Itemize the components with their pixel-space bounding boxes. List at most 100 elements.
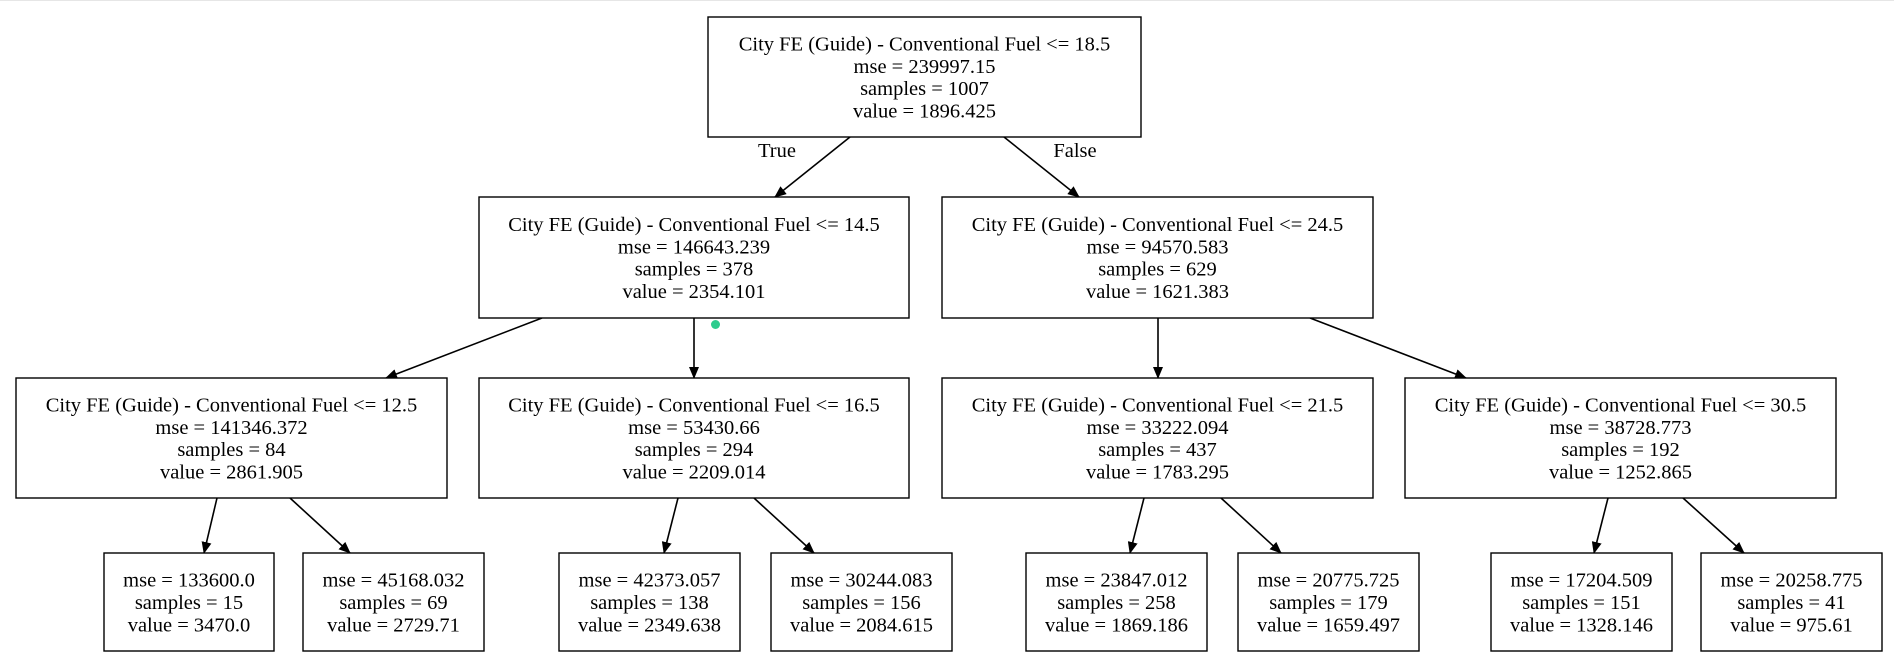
node-box bbox=[103, 552, 275, 652]
split-condition: City FE (Guide) - Conventional Fuel <= 2… bbox=[972, 214, 1344, 236]
edge-arrow-1-3 bbox=[385, 317, 543, 379]
samples-count: samples = 84 bbox=[177, 439, 285, 461]
node-box bbox=[302, 552, 485, 652]
predicted-value: value = 2729.71 bbox=[327, 614, 460, 636]
split-node-5: City FE (Guide) - Conventional Fuel <= 2… bbox=[941, 377, 1374, 499]
mse-value: mse = 53430.66 bbox=[628, 417, 760, 439]
edge-arrow-3-8 bbox=[289, 497, 351, 554]
edge-arrow-5-12 bbox=[1220, 497, 1282, 554]
predicted-value: value = 1252.865 bbox=[1549, 461, 1692, 483]
split-node-2: City FE (Guide) - Conventional Fuel <= 2… bbox=[941, 196, 1374, 319]
predicted-value: value = 1659.497 bbox=[1257, 614, 1400, 636]
edge-arrow-0-2 bbox=[1003, 136, 1080, 198]
mse-value: mse = 17204.509 bbox=[1511, 570, 1653, 592]
mse-value: mse = 23847.012 bbox=[1046, 570, 1188, 592]
edge-arrow-6-13 bbox=[1591, 497, 1609, 554]
predicted-value: value = 2354.101 bbox=[622, 281, 765, 303]
node-box bbox=[941, 377, 1374, 499]
samples-count: samples = 437 bbox=[1098, 439, 1217, 461]
edges-layer: True False bbox=[201, 136, 1745, 554]
predicted-value: value = 1621.383 bbox=[1086, 281, 1229, 303]
samples-count: samples = 192 bbox=[1561, 439, 1680, 461]
split-node-3: City FE (Guide) - Conventional Fuel <= 1… bbox=[15, 377, 448, 499]
mse-value: mse = 33222.094 bbox=[1087, 417, 1229, 439]
split-node-6: City FE (Guide) - Conventional Fuel <= 3… bbox=[1404, 377, 1837, 499]
samples-count: samples = 41 bbox=[1737, 592, 1845, 614]
samples-count: samples = 156 bbox=[802, 592, 921, 614]
predicted-value: value = 2084.615 bbox=[790, 614, 933, 636]
edge-arrow-4-9 bbox=[661, 497, 679, 554]
samples-count: samples = 69 bbox=[339, 592, 447, 614]
split-condition: City FE (Guide) - Conventional Fuel <= 3… bbox=[1435, 395, 1807, 417]
edge-arrow-2-6 bbox=[1309, 317, 1467, 379]
predicted-value: value = 2209.014 bbox=[622, 461, 765, 483]
mse-value: mse = 146643.239 bbox=[618, 236, 770, 258]
samples-count: samples = 294 bbox=[635, 439, 754, 461]
node-box bbox=[770, 552, 953, 652]
mse-value: mse = 20775.725 bbox=[1258, 570, 1400, 592]
node-box bbox=[1025, 552, 1208, 652]
split-condition: City FE (Guide) - Conventional Fuel <= 1… bbox=[46, 395, 418, 417]
mse-value: mse = 141346.372 bbox=[155, 417, 307, 439]
edge-arrow-6-14 bbox=[1682, 497, 1745, 554]
samples-count: samples = 179 bbox=[1269, 592, 1388, 614]
split-condition: City FE (Guide) - Conventional Fuel <= 2… bbox=[972, 395, 1344, 417]
mse-value: mse = 239997.15 bbox=[854, 56, 996, 78]
mse-value: mse = 42373.057 bbox=[579, 570, 721, 592]
edge-label-true: True bbox=[758, 140, 796, 162]
edge-label-false: False bbox=[1053, 140, 1096, 162]
node-box bbox=[15, 377, 448, 499]
edge-arrow-5-11 bbox=[1127, 497, 1145, 554]
mse-value: mse = 38728.773 bbox=[1550, 417, 1692, 439]
node-box bbox=[1237, 552, 1420, 652]
split-condition: City FE (Guide) - Conventional Fuel <= 1… bbox=[739, 34, 1111, 56]
samples-count: samples = 258 bbox=[1057, 592, 1176, 614]
node-box bbox=[1404, 377, 1837, 499]
split-node-1: City FE (Guide) - Conventional Fuel <= 1… bbox=[478, 196, 910, 319]
edge-arrow-0-1 bbox=[774, 136, 851, 198]
top-border bbox=[0, 0, 1894, 1]
node-box bbox=[478, 377, 910, 499]
mse-value: mse = 20258.775 bbox=[1721, 570, 1863, 592]
edge-arrow-4-10 bbox=[753, 497, 815, 554]
node-box bbox=[478, 196, 910, 319]
mse-value: mse = 133600.0 bbox=[123, 570, 255, 592]
predicted-value: value = 1896.425 bbox=[853, 100, 996, 122]
edge-arrow-3-7 bbox=[201, 497, 218, 554]
node-box bbox=[941, 196, 1374, 319]
predicted-value: value = 3470.0 bbox=[128, 614, 251, 636]
predicted-value: value = 975.61 bbox=[1730, 614, 1853, 636]
node-box bbox=[558, 552, 741, 652]
node-box bbox=[707, 16, 1142, 138]
node-box bbox=[1490, 552, 1673, 652]
samples-count: samples = 138 bbox=[590, 592, 709, 614]
split-node-4: City FE (Guide) - Conventional Fuel <= 1… bbox=[478, 377, 910, 499]
predicted-value: value = 1783.295 bbox=[1086, 461, 1229, 483]
mse-value: mse = 94570.583 bbox=[1087, 236, 1229, 258]
predicted-value: value = 2861.905 bbox=[160, 461, 303, 483]
samples-count: samples = 378 bbox=[635, 259, 754, 281]
mse-value: mse = 45168.032 bbox=[323, 570, 465, 592]
samples-count: samples = 15 bbox=[135, 592, 243, 614]
predicted-value: value = 2349.638 bbox=[578, 614, 721, 636]
nodes-layer: City FE (Guide) - Conventional Fuel <= 1… bbox=[15, 16, 1883, 652]
split-condition: City FE (Guide) - Conventional Fuel <= 1… bbox=[508, 395, 880, 417]
samples-count: samples = 151 bbox=[1522, 592, 1641, 614]
samples-count: samples = 629 bbox=[1098, 259, 1217, 281]
mse-value: mse = 30244.083 bbox=[791, 570, 933, 592]
samples-count: samples = 1007 bbox=[860, 78, 989, 100]
predicted-value: value = 1328.146 bbox=[1510, 614, 1653, 636]
predicted-value: value = 1869.186 bbox=[1045, 614, 1188, 636]
node-box bbox=[1700, 552, 1883, 652]
split-condition: City FE (Guide) - Conventional Fuel <= 1… bbox=[508, 214, 880, 236]
split-node-0: City FE (Guide) - Conventional Fuel <= 1… bbox=[707, 16, 1142, 138]
